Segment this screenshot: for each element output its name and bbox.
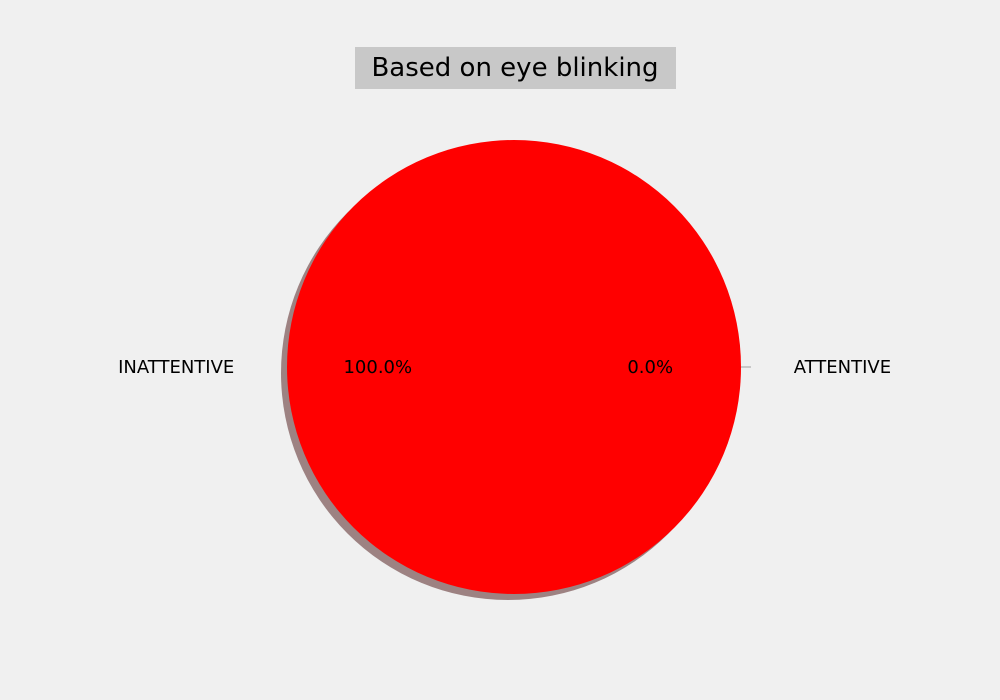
slice-percent-attentive: 0.0%	[627, 357, 673, 378]
chart-title: Based on eye blinking	[371, 53, 658, 83]
slice-label-attentive: ATTENTIVE	[794, 357, 891, 378]
pie-slices	[281, 140, 751, 600]
slice-label-inattentive: INATTENTIVE	[118, 357, 234, 378]
slice-percent-inattentive: 100.0%	[343, 357, 412, 378]
chart-title-background	[355, 47, 676, 89]
pie-slice-inattentive	[287, 140, 741, 594]
pie-labels: INATTENTIVE 100.0% ATTENTIVE 0.0%	[118, 357, 891, 378]
